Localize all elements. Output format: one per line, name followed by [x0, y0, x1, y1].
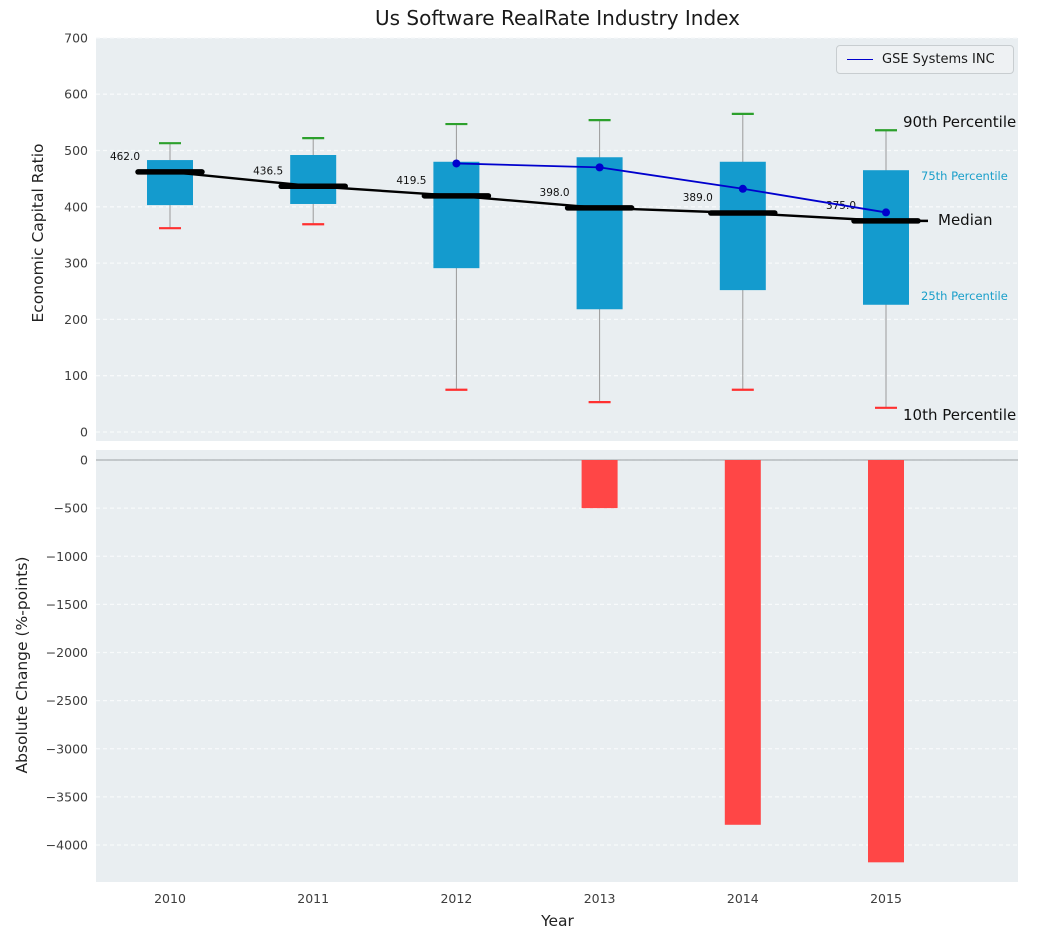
top-y-tick-label: 300: [64, 256, 88, 271]
top-y-tick-label: 200: [64, 312, 88, 327]
iqr-box-2012: [433, 161, 480, 269]
bottom-y-tick-label: 0: [80, 453, 88, 468]
median-value-label-2012: 419.5: [396, 175, 426, 187]
change-bar-2014: [724, 460, 761, 825]
x-tick-label-2013: 2013: [584, 891, 616, 906]
top-y-tick-label: 500: [64, 143, 88, 158]
iqr-box-2010: [147, 160, 193, 206]
top-y-axis-label: Economic Capital Ratio: [29, 143, 47, 323]
x-tick-label-2010: 2010: [154, 891, 186, 906]
bottom-y-tick-label: −2000: [46, 645, 88, 660]
change-bar-2013: [581, 460, 618, 509]
annotation-median: Median: [938, 211, 993, 229]
x-axis-label: Year: [541, 912, 574, 930]
bottom-y-tick-label: −500: [54, 501, 88, 516]
bottom-y-tick-label: −4000: [46, 838, 88, 853]
x-tick-label-2014: 2014: [727, 891, 759, 906]
iqr-box-2013: [576, 157, 623, 310]
annotation-75th-percentile: 75th Percentile: [921, 169, 1008, 183]
median-value-label-2013: 398.0: [540, 187, 570, 199]
bottom-plot-area: [96, 450, 1018, 882]
bottom-y-tick-label: −1500: [46, 597, 88, 612]
top-y-tick-label: 400: [64, 199, 88, 214]
legend: GSE Systems INC: [836, 45, 1014, 74]
top-y-tick-label: 600: [64, 87, 88, 102]
top-y-tick-label: 100: [64, 368, 88, 383]
x-tick-label-2015: 2015: [870, 891, 902, 906]
median-value-label-2011: 436.5: [253, 165, 283, 177]
top-y-tick-label: 700: [64, 30, 88, 45]
bottom-y-axis-label: Absolute Change (%-points): [13, 556, 31, 774]
median-value-label-2014: 389.0: [683, 192, 713, 204]
chart-title: Us Software RealRate Industry Index: [375, 6, 740, 30]
change-bar-2015: [868, 460, 904, 863]
bottom-y-tick-label: −1000: [46, 549, 88, 564]
top-y-tick-label: 0: [80, 425, 88, 440]
median-value-label-2010: 462.0: [110, 151, 140, 163]
x-tick-label-2011: 2011: [297, 891, 329, 906]
bottom-y-tick-label: −3000: [46, 741, 88, 756]
annotation-25th-percentile: 25th Percentile: [921, 289, 1008, 303]
bottom-y-tick-label: −3500: [46, 789, 88, 804]
legend-label: GSE Systems INC: [882, 52, 995, 67]
annotation-90th-percentile: 90th Percentile: [903, 113, 1017, 131]
iqr-box-2011: [290, 155, 337, 204]
x-tick-label-2012: 2012: [440, 891, 472, 906]
gse-series-point-2012: [452, 159, 461, 168]
iqr-box-2015: [863, 170, 909, 305]
annotation-10th-percentile: 10th Percentile: [903, 406, 1017, 424]
gse-series-line: [456, 162, 887, 214]
gse-series-point-2015: [882, 208, 890, 217]
legend-line-swatch: [847, 59, 873, 60]
gse-series-point-2014: [738, 184, 747, 193]
iqr-box-2014: [719, 161, 766, 291]
gse-series-point-2013: [595, 163, 604, 172]
bottom-y-tick-label: −2500: [46, 693, 88, 708]
